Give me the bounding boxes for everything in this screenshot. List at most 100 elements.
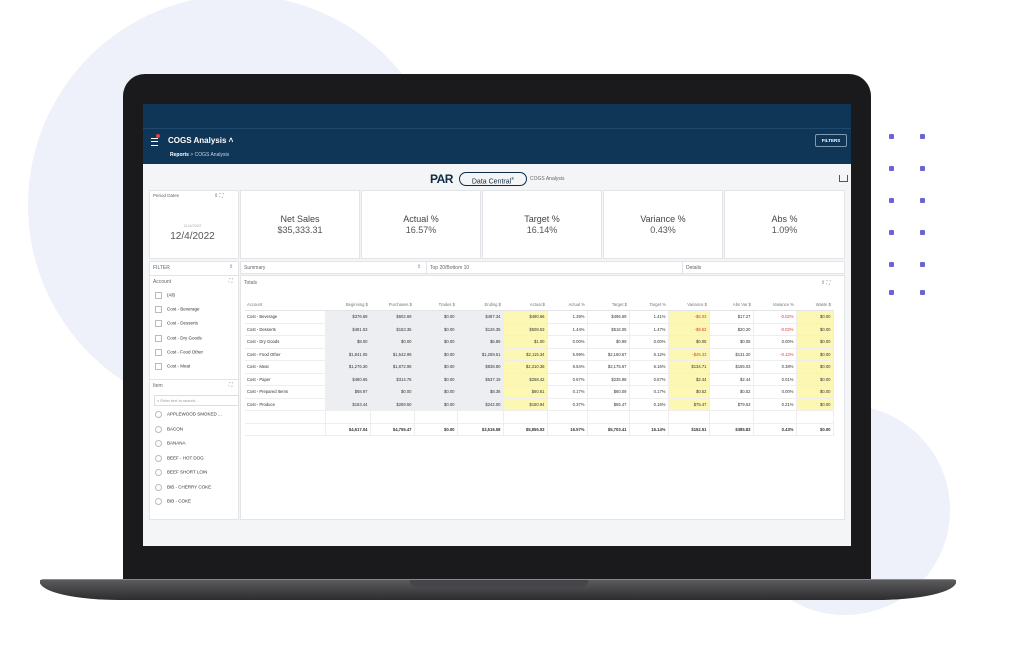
account-checkbox[interactable]: Cost - Dry Goods — [155, 335, 202, 346]
value-cell: -0.02% — [753, 310, 797, 324]
value-cell: $152.51 — [668, 422, 710, 436]
value-cell: $0.00 — [414, 360, 458, 374]
totals-table: Account Beginning $ Purchases $ Trades $… — [245, 298, 834, 436]
value-cell: $481.53 — [325, 323, 371, 336]
value-cell: $1,276.30 — [325, 360, 371, 374]
totals-table-panel: Totals ⇪ ⛶ Account Beginning $ Purchases… — [240, 275, 845, 520]
account-checkbox[interactable]: Cost - Meat — [155, 363, 190, 374]
filters-button[interactable]: FILTERS — [815, 134, 847, 147]
export-icon[interactable]: ⇪ — [229, 264, 234, 270]
value-cell: 0.37% — [547, 398, 588, 411]
column-header[interactable]: Variance $ — [668, 298, 709, 311]
value-cell: $496.69 — [587, 310, 630, 324]
item-radio[interactable]: BACON — [155, 426, 183, 437]
checkbox-icon — [155, 320, 162, 327]
period-dates-panel: Period Dates ⇪ ⛶ 11/4/2022 12/4/2022 — [149, 190, 239, 259]
export-icon[interactable] — [839, 175, 848, 182]
value-cell: $385.83 — [709, 422, 754, 436]
empty-table-area — [245, 410, 834, 424]
breadcrumb-reports-link[interactable]: Reports — [170, 152, 189, 158]
account-cell: Cost - Food Other — [245, 348, 326, 361]
item-radio[interactable]: BEEF - HOT DOG — [155, 455, 204, 466]
account-cell: Cost - Produce — [245, 398, 326, 411]
table-row[interactable]: Cost - Prepared Items $68.97 $0.00 $0.00 $8.… — [245, 385, 834, 399]
par-logo: PAR — [430, 172, 453, 186]
value-cell: $0.00 — [370, 385, 415, 399]
account-checkbox[interactable]: Cost - Food Other — [155, 349, 203, 360]
value-cell: $20.20 — [709, 323, 754, 336]
value-cell: 5.99% — [547, 348, 588, 361]
value-cell: $1,542.99 — [370, 348, 415, 361]
table-row[interactable]: Cost - Desserts $481.53 $153.35 $0.00 $126.3… — [245, 323, 834, 336]
table-row[interactable]: Cost - Beverage $376.69 $602.69 $0.00 $487.3… — [245, 310, 834, 324]
value-cell: $155.03 — [709, 360, 754, 374]
value-cell: 16.57% — [547, 422, 588, 436]
value-cell: $376.69 — [325, 310, 371, 324]
item-radio[interactable]: BANANA — [155, 440, 186, 451]
value-cell: 0.67% — [629, 373, 669, 386]
account-checkbox[interactable]: Cost - Beverage — [155, 306, 200, 317]
value-cell: $0.00 — [796, 373, 834, 386]
export-icon[interactable]: ⇪ — [214, 193, 219, 199]
table-row[interactable]: Cost - Food Other $1,841.05 $1,542.99 $0.00… — [245, 348, 834, 361]
column-header[interactable]: Waste $ — [796, 298, 833, 311]
tab-summary[interactable]: Summary ⇪ — [240, 261, 428, 274]
value-cell: $2,160.67 — [587, 348, 630, 361]
column-header[interactable]: Target $ — [587, 298, 629, 311]
value-cell: $79.53 — [709, 398, 754, 411]
value-cell: -0.13% — [753, 348, 797, 361]
value-cell: 0.00% — [753, 385, 797, 399]
column-header[interactable]: Target % — [629, 298, 668, 311]
expand-icon[interactable]: ⛶ — [219, 193, 224, 199]
radio-icon — [155, 440, 162, 447]
menu-icon[interactable] — [151, 138, 158, 146]
value-cell: $0.00 — [796, 422, 834, 436]
account-checkbox[interactable]: (All) — [155, 292, 175, 303]
column-header[interactable]: Ending $ — [457, 298, 503, 311]
table-row[interactable]: Cost - Meat $1,276.30 $1,872.98 $0.00 $838.8… — [245, 360, 834, 374]
export-icon[interactable]: ⇪ — [821, 280, 826, 286]
value-cell: 1.44% — [547, 323, 588, 336]
account-checkbox[interactable]: Cost - Desserts — [155, 320, 198, 331]
item-search-input[interactable]: ⌕ Enter text to search... — [154, 395, 239, 406]
totals-row[interactable]: $4,617.04 $4,755.47 $0.00 $3,516.58 $5,855.9… — [245, 422, 834, 436]
value-cell: -$6.03 — [668, 310, 710, 324]
value-cell: $0.00 — [796, 385, 834, 399]
item-radio[interactable]: BIB - COKE — [155, 498, 191, 509]
radio-icon — [155, 498, 162, 505]
page-title[interactable]: COGS Analysis ˄ — [168, 136, 234, 145]
item-radio[interactable]: BEEF SHORT LOIN — [155, 469, 207, 480]
table-row[interactable]: Cost - Paper $480.65 $314.76 $0.00 $537.19 $2… — [245, 373, 834, 386]
tab-top-bottom[interactable]: Top 20/Bottom 10 — [426, 261, 684, 274]
item-radio[interactable]: BIB - CHERRY COKE — [155, 484, 211, 495]
value-cell: -$45.33 — [668, 348, 710, 361]
table-row[interactable]: Cost - Produce $163.44 $269.50 $0.00 $242.00… — [245, 398, 834, 411]
column-header[interactable]: Beginning $ — [325, 298, 370, 311]
period-end-date[interactable]: 12/4/2022 — [170, 231, 215, 242]
expand-icon[interactable]: ⛶ — [826, 280, 831, 286]
column-header[interactable]: Purchases $ — [370, 298, 414, 311]
table-header-row: Account Beginning $ Purchases $ Trades $… — [245, 298, 833, 311]
value-cell: $602.69 — [370, 310, 415, 324]
column-header[interactable]: Actual $ — [503, 298, 547, 311]
export-icon[interactable]: ⇪ — [417, 264, 422, 270]
table-row[interactable]: Cost - Dry Goods $8.00 $0.00 $0.00 $6.86 $1.0… — [245, 335, 834, 349]
kpi-variance-pct: Variance % 0.43% — [603, 190, 723, 259]
tab-details[interactable]: Details — [682, 261, 845, 274]
expand-icon[interactable]: ⛶ — [229, 382, 233, 388]
value-cell: $0.52 — [709, 385, 754, 399]
value-cell: $0.00 — [796, 348, 834, 361]
column-header[interactable]: Account — [245, 298, 325, 311]
radio-icon — [155, 411, 162, 418]
expand-icon[interactable]: ⛶ — [229, 278, 233, 284]
column-header[interactable]: Trades $ — [414, 298, 457, 311]
value-cell: $0.00 — [796, 398, 834, 411]
value-cell: $5,703.41 — [587, 422, 630, 436]
value-cell: $60.09 — [587, 385, 630, 399]
value-cell: $0.00 — [414, 323, 458, 336]
column-header[interactable]: Actual % — [547, 298, 587, 311]
value-cell: $314.76 — [370, 373, 415, 386]
column-header[interactable]: Abs Var $ — [709, 298, 753, 311]
column-header[interactable]: Variance % — [753, 298, 796, 311]
item-radio[interactable]: APPLEWOOD SMOKED ... — [155, 411, 222, 422]
